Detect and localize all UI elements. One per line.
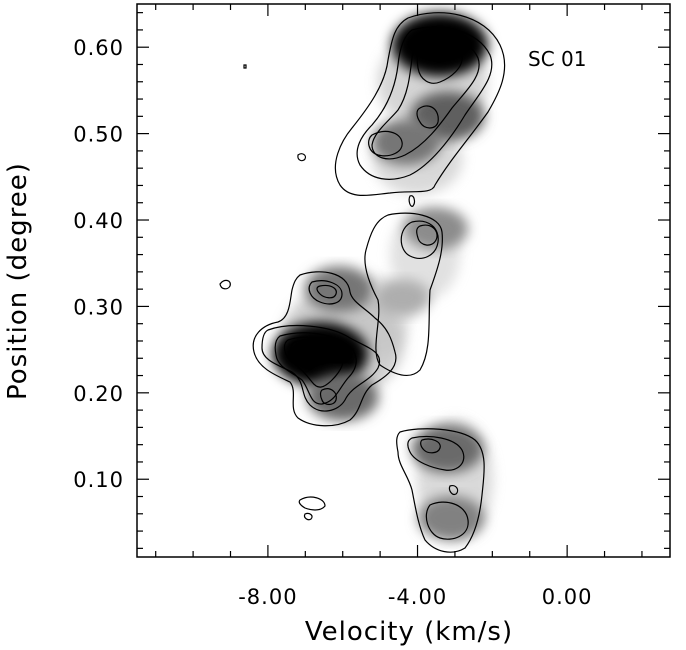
contour-bottom-2: [407, 435, 465, 471]
x-tick-label: -8.00: [238, 585, 297, 609]
contour-bottom-outer: [396, 428, 485, 553]
contour-small-6: [243, 64, 247, 69]
contour-upper-2: [356, 26, 493, 180]
contour-lowerleft-small: [319, 388, 337, 406]
intensity-peak: [404, 207, 469, 250]
y-tick-label: 0.40: [73, 209, 124, 233]
contour-small-2: [219, 279, 231, 290]
intensity-map: [272, 12, 493, 541]
contour-lowerleft-outer: [252, 271, 397, 427]
contour-middle-2: [400, 220, 439, 259]
x-tick-label: -4.00: [388, 585, 447, 609]
contour-lowerleft-5: [290, 339, 332, 365]
intensity-peak: [306, 373, 379, 422]
source-annotation: SC 01: [528, 47, 586, 71]
contour-small-3: [298, 496, 326, 511]
y-tick-label: 0.50: [73, 123, 124, 147]
intensity-peak: [391, 12, 488, 77]
plot-frame: [136, 3, 671, 558]
contour-small-1: [297, 153, 307, 162]
y-tick-label: 0.10: [73, 468, 124, 492]
y-tick-label: 0.20: [73, 382, 124, 406]
contour-upper-3: [371, 35, 480, 160]
axis-ticks: [137, 4, 670, 557]
contour-bottom-tiny: [448, 485, 459, 495]
x-axis-title: Velocity (km/s): [305, 617, 513, 647]
y-tick-label: 0.60: [73, 36, 124, 60]
contour-middle-outer: [364, 212, 443, 377]
contour-lines: [219, 12, 506, 553]
contour-bottom-3: [420, 438, 441, 454]
contour-lowerleft-2: [261, 325, 381, 412]
contour-middle-3: [416, 224, 438, 246]
y-tick-labels: 0.10 0.20 0.30 0.40 0.50 0.60: [73, 36, 124, 492]
contour-upper-4: [416, 37, 463, 84]
x-tick-label: 0.00: [542, 585, 593, 609]
contour-small-4: [303, 512, 313, 521]
contour-small-5: [408, 195, 416, 207]
contour-bottom-lower: [425, 501, 469, 540]
intensity-peak: [374, 279, 431, 317]
y-tick-label: 0.30: [73, 295, 124, 319]
contour-outer-upper: [334, 12, 506, 196]
contour-upper-mid: [416, 105, 439, 129]
x-tick-labels: -8.00 -4.00 0.00: [238, 585, 593, 609]
intensity-peak: [304, 266, 374, 313]
intensity-peak: [371, 119, 441, 166]
contour-upper-5: [423, 36, 453, 63]
contour-lowerleft-4: [283, 336, 344, 388]
intensity-peak: [418, 496, 485, 541]
y-axis-title: Position (degree): [3, 162, 33, 400]
contour-lowerleft-3: [274, 332, 357, 405]
contour-lowerleft-top-2: [316, 284, 337, 299]
contour-upper-left: [368, 130, 403, 157]
contour-lowerleft-top: [308, 280, 343, 305]
